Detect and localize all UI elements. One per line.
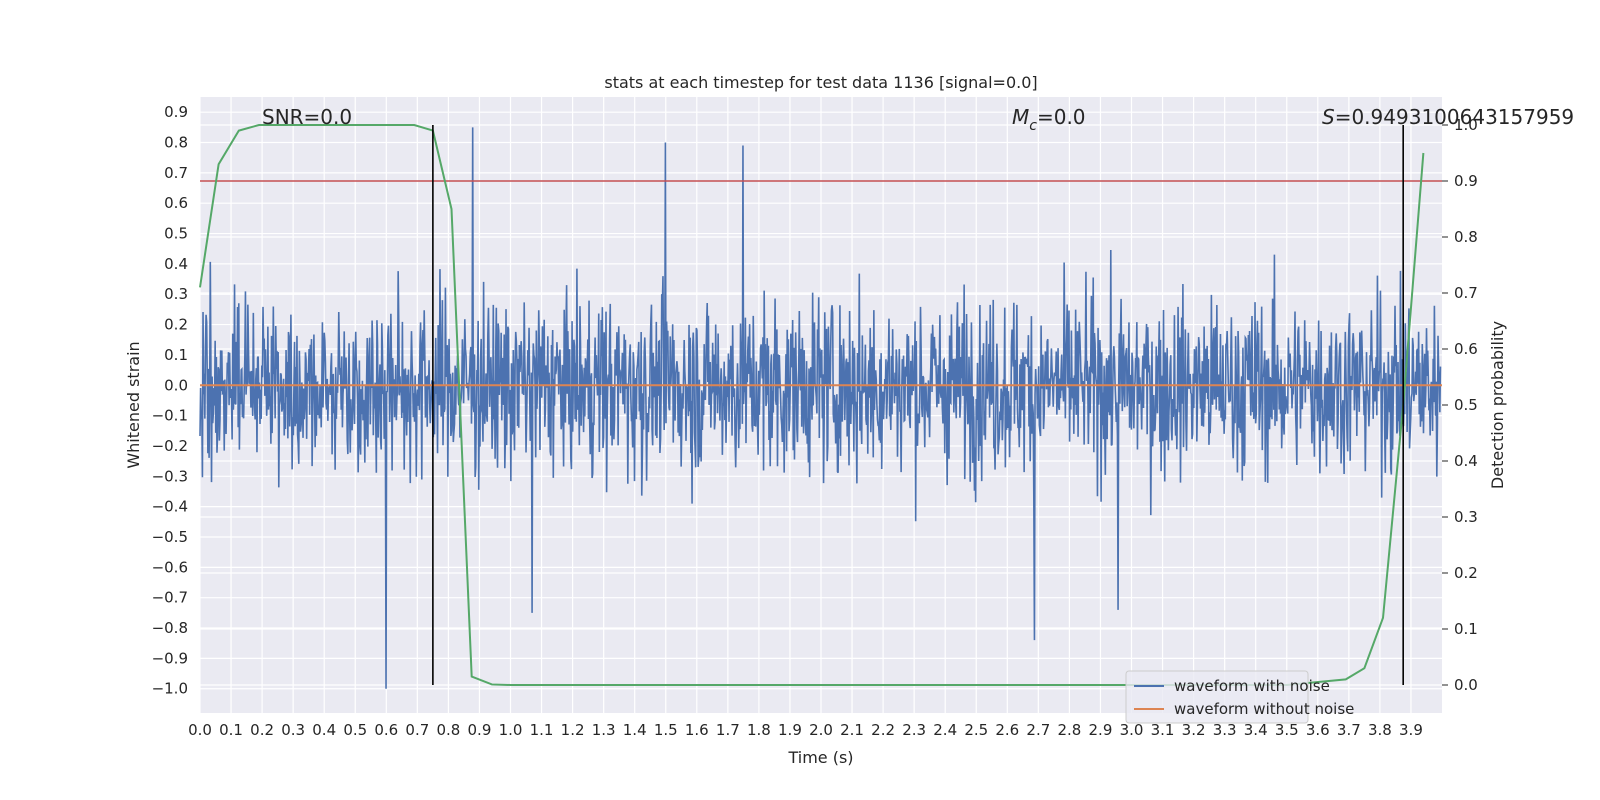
y-tick-label-right: 0.8: [1454, 228, 1478, 246]
x-tick-label: 0.3: [281, 721, 305, 739]
x-tick-label: 2.5: [964, 721, 988, 739]
y-tick-label-left: −0.5: [152, 528, 188, 546]
snr-annotation: SNR=0.0: [262, 105, 352, 129]
x-tick-label: 0.1: [219, 721, 243, 739]
y-tick-label-right: 0.0: [1454, 676, 1478, 694]
y-tick-label-left: 0.5: [164, 225, 188, 243]
x-tick-label: 3.9: [1399, 721, 1423, 739]
s-symbol: S: [1322, 105, 1335, 129]
waveform-with-noise-line: [199, 127, 1442, 689]
x-tick-label: 1.7: [716, 721, 740, 739]
y-tick-label-left: 0.1: [164, 346, 188, 364]
y-tick-label-right: 0.3: [1454, 508, 1478, 526]
x-axis-label: Time (s): [787, 748, 853, 767]
y-tick-label-left: 0.3: [164, 285, 188, 303]
tick-labels: 0.0 0.1 0.2 0.3 0.4 0.5 0.6 0.7 0.8 0.9 1.0 1.1 1.2 1…: [152, 103, 1478, 739]
y-tick-label-left: −0.9: [152, 649, 188, 667]
x-tick-label: 0.2: [250, 721, 274, 739]
overlay-lines: [199, 124, 1442, 686]
x-tick-label: 0.4: [312, 721, 336, 739]
x-tick-label: 1.8: [747, 721, 771, 739]
x-tick-label: 2.4: [933, 721, 957, 739]
legend-box: [1125, 670, 1309, 724]
x-tick-label: 0.0: [188, 721, 212, 739]
x-tick-label: 2.1: [840, 721, 864, 739]
x-tick-label: 0.7: [405, 721, 429, 739]
x-tick-label: 2.6: [995, 721, 1019, 739]
detection-probability-line: [199, 124, 1425, 686]
x-tick-label: 1.2: [561, 721, 585, 739]
y-tick-label-left: −0.2: [152, 437, 188, 455]
series-waveform-with-noise: [199, 127, 1442, 689]
x-tick-label: 1.4: [623, 721, 647, 739]
chart-title: stats at each timestep for test data 113…: [604, 73, 1037, 92]
x-tick-label: 3.2: [1182, 721, 1206, 739]
x-tick-label: 2.8: [1057, 721, 1081, 739]
y-tick-label-left: 0.2: [164, 316, 188, 334]
y-tick-label-left: −0.6: [152, 558, 188, 576]
y-axis-label-left: Whitened strain: [124, 341, 143, 468]
x-tick-label: 2.9: [1089, 721, 1113, 739]
y-tick-label-left: 0.8: [164, 134, 188, 152]
x-tick-label: 3.0: [1120, 721, 1144, 739]
y-tick-label-right: 0.9: [1454, 172, 1478, 190]
chirp-mass-annotation: Mc=0.0: [1012, 105, 1086, 134]
x-tick-label: 2.2: [871, 721, 895, 739]
x-tick-label: 0.5: [343, 721, 367, 739]
y-tick-label-left: 0.7: [164, 164, 188, 182]
legend-label-with-noise: waveform with noise: [1174, 677, 1330, 695]
legend: waveform with noise waveform without noi…: [1125, 670, 1354, 724]
x-tick-label: 0.6: [374, 721, 398, 739]
legend-label-without-noise: waveform without noise: [1174, 700, 1354, 718]
y-axis-label-right: Detection probability: [1488, 321, 1507, 489]
y-tick-label-right: 0.6: [1454, 340, 1478, 358]
x-tick-label: 3.3: [1213, 721, 1237, 739]
mc-value: =0.0: [1037, 105, 1086, 129]
x-tick-label: 2.0: [809, 721, 833, 739]
x-tick-label: 1.1: [530, 721, 554, 739]
score-annotation: S=0.9493100643157959: [1322, 105, 1574, 129]
x-tick-label: 3.4: [1244, 721, 1268, 739]
x-tick-label: 3.6: [1306, 721, 1330, 739]
y-tick-label-left: −0.3: [152, 467, 188, 485]
y-tick-label-right: 0.1: [1454, 620, 1478, 638]
x-tick-label: 1.9: [778, 721, 802, 739]
x-tick-label: 0.9: [468, 721, 492, 739]
y-tick-label-right: 0.4: [1454, 452, 1478, 470]
y-tick-label-left: −0.4: [152, 498, 188, 516]
y-tick-label-right: 0.5: [1454, 396, 1478, 414]
s-value: =0.9493100643157959: [1335, 105, 1574, 129]
y-tick-label-left: −0.8: [152, 619, 188, 637]
x-tick-label: 3.5: [1275, 721, 1299, 739]
x-tick-label: 3.8: [1368, 721, 1392, 739]
mc-subscript: c: [1029, 118, 1037, 134]
x-tick-label: 0.8: [436, 721, 460, 739]
x-tick-label: 1.5: [654, 721, 678, 739]
y-tick-label-left: 0.9: [164, 103, 188, 121]
x-tick-label: 2.3: [902, 721, 926, 739]
y-tick-label-right: 0.2: [1454, 564, 1478, 582]
x-tick-label: 1.3: [592, 721, 616, 739]
y-tick-label-left: 0.4: [164, 255, 188, 273]
x-tick-label: 1.0: [499, 721, 523, 739]
y-tick-label-left: −1.0: [152, 680, 188, 698]
mc-symbol: M: [1012, 105, 1029, 129]
y-tick-label-left: 0.6: [164, 194, 188, 212]
x-tick-label: 3.7: [1337, 721, 1361, 739]
x-tick-label: 3.1: [1151, 721, 1175, 739]
y-tick-label-left: 0.0: [164, 376, 188, 394]
x-tick-label: 2.7: [1026, 721, 1050, 739]
y-tick-label-right: 0.7: [1454, 284, 1478, 302]
y-tick-label-left: −0.1: [152, 407, 188, 425]
x-tick-label: 1.6: [685, 721, 709, 739]
y-tick-label-left: −0.7: [152, 589, 188, 607]
y-tick-label-right: 1.0: [1454, 116, 1478, 134]
